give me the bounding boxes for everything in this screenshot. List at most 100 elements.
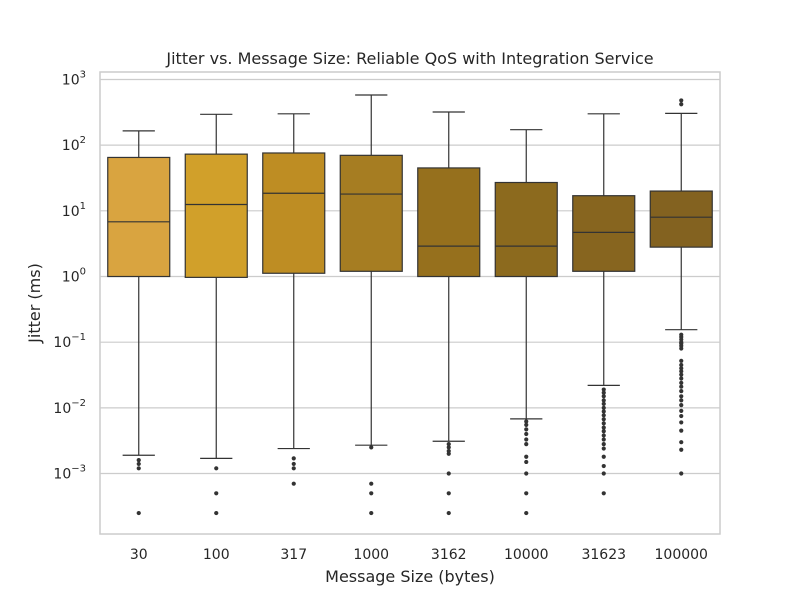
outlier-point (601, 398, 606, 403)
outlier-point (601, 401, 606, 406)
y-tick-label: 103 (62, 69, 86, 88)
outlier-point (136, 466, 141, 471)
x-tick-labels: 30 100 317 1000 3162 10000 31623 100000 (130, 547, 708, 563)
x-tick-label: 100000 (655, 547, 708, 563)
outlier-point (524, 442, 529, 447)
x-tick-label: 31623 (581, 547, 626, 563)
box-100 (184, 113, 248, 516)
outlier-point (369, 481, 374, 486)
outlier-point (291, 461, 296, 467)
outlier-point (601, 437, 606, 442)
outlier-point (446, 442, 451, 447)
box-iqr (262, 152, 326, 274)
box-31623 (572, 113, 636, 496)
x-tick-label: 10000 (504, 547, 549, 563)
outlier-point (601, 405, 606, 410)
box-iqr (107, 156, 171, 278)
chart-title: Jitter vs. Message Size: Reliable QoS wi… (165, 49, 653, 68)
outlier-point (601, 409, 606, 414)
box-1000 (339, 94, 403, 516)
outlier-point (679, 398, 684, 403)
outlier-point (679, 376, 684, 381)
box-317 (262, 113, 326, 486)
outlier-point (369, 510, 374, 516)
outlier-point (601, 421, 606, 426)
outlier-point (524, 471, 529, 476)
outlier-point (679, 358, 684, 363)
outlier-point (524, 491, 529, 496)
outlier-point (369, 445, 374, 450)
outlier-point (601, 417, 606, 422)
outlier-point (524, 437, 529, 442)
outlier-point (524, 427, 529, 432)
plot-frame (99, 71, 721, 535)
outlier-point (524, 510, 529, 516)
outlier-point (446, 471, 451, 476)
box-iqr (572, 195, 636, 272)
outlier-point (524, 419, 529, 424)
outlier-point (214, 491, 219, 496)
outlier-point (679, 388, 684, 394)
x-axis-title: Message Size (bytes) (325, 567, 495, 586)
outlier-point (291, 456, 296, 461)
box-100000 (649, 98, 713, 476)
x-tick-label: 100 (203, 547, 230, 563)
outlier-point (291, 466, 296, 471)
y-axis-title: Jitter (ms) (25, 263, 44, 344)
box-iqr (339, 154, 403, 272)
outlier-point (679, 394, 684, 399)
outlier-point (136, 510, 141, 516)
outlier-point (679, 384, 684, 389)
y-tick-label: 10−2 (53, 398, 86, 417)
outlier-point (524, 431, 529, 437)
box-iqr (494, 181, 558, 278)
outlier-point (679, 428, 684, 433)
y-tick-label: 102 (62, 135, 86, 154)
box-iqr (649, 190, 713, 248)
outlier-point (214, 510, 219, 516)
y-tick-label: 101 (62, 201, 86, 220)
outlier-point (601, 387, 606, 392)
outlier-point (601, 429, 606, 434)
outlier-point (446, 491, 451, 496)
x-tick-label: 3162 (431, 547, 467, 563)
outlier-point (601, 446, 606, 451)
outlier-point (679, 102, 684, 107)
outlier-point (679, 440, 684, 445)
outlier-point (601, 442, 606, 447)
outlier-point (524, 454, 529, 459)
outlier-point (601, 491, 606, 496)
outlier-point (136, 458, 141, 463)
outlier-point (679, 471, 684, 476)
box-iqr (184, 153, 248, 278)
outlier-point (601, 433, 606, 438)
y-tick-label: 10−3 (53, 464, 86, 483)
outlier-point (679, 362, 684, 368)
outlier-point (679, 380, 684, 385)
outlier-point (369, 491, 374, 496)
outlier-point (446, 448, 451, 454)
outlier-point (601, 425, 606, 430)
box-series (107, 94, 713, 516)
box-3162 (417, 111, 481, 516)
outlier-point (679, 420, 684, 425)
box-30 (107, 130, 171, 516)
outlier-point (679, 372, 684, 377)
outlier-point (136, 461, 141, 467)
outlier-point (291, 481, 296, 486)
outlier-point (679, 403, 684, 408)
y-tick-label: 10−1 (53, 332, 86, 351)
outlier-point (601, 413, 606, 418)
outlier-point (446, 445, 451, 450)
outlier-point (601, 471, 606, 476)
box-iqr (417, 167, 481, 278)
outlier-point (679, 413, 684, 419)
outlier-point (601, 463, 606, 469)
outlier-point (446, 510, 451, 516)
outlier-point (679, 369, 684, 374)
outlier-point (679, 447, 684, 452)
outlier-point (524, 422, 529, 428)
outlier-point (679, 408, 684, 413)
box-10000 (494, 129, 558, 516)
